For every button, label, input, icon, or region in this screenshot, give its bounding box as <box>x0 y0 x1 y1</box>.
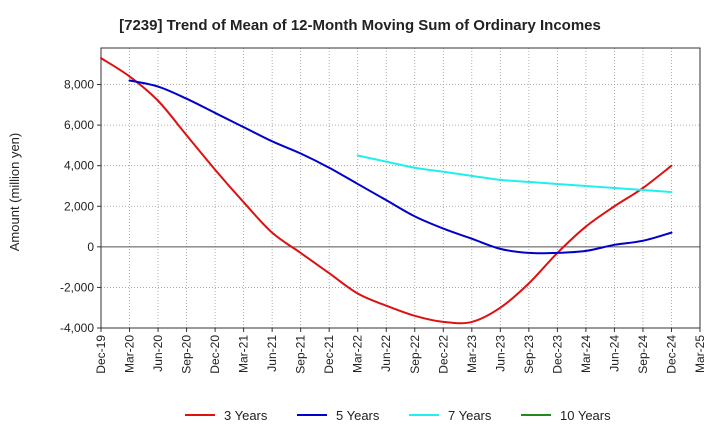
x-tick-label: Jun-23 <box>493 335 507 372</box>
legend-item-7-years: 7 Years <box>409 408 492 423</box>
x-tick-label: Mar-20 <box>123 335 137 373</box>
y-axis-label: Amount (million yen) <box>7 133 22 252</box>
x-tick-label: Sep-22 <box>408 335 422 374</box>
x-tick-label: Mar-21 <box>237 335 251 373</box>
x-axis-ticks: Dec-19 Mar-20 Jun-20 Sep-20 Dec-20 Mar-21 Jun-… <box>94 328 707 374</box>
x-tick-label: Mar-25 <box>693 335 707 373</box>
series-line-7-years <box>356 154 673 194</box>
plot-frame <box>100 47 701 329</box>
x-tick-label: Jun-21 <box>265 335 279 372</box>
y-tick-label: -4,000 <box>60 321 94 335</box>
y-tick-label: 0 <box>87 240 94 254</box>
legend-label: 3 Years <box>224 408 268 423</box>
x-tick-label: Sep-20 <box>180 335 194 374</box>
x-tick-label: Sep-23 <box>522 335 536 374</box>
legend-item-5-years: 5 Years <box>297 408 380 423</box>
x-tick-label: Jun-20 <box>151 335 165 372</box>
y-tick-label: 6,000 <box>64 118 94 132</box>
chart-title: [7239] Trend of Mean of 12-Month Moving … <box>119 17 601 34</box>
x-tick-label: Dec-20 <box>208 335 222 374</box>
x-tick-label: Mar-24 <box>579 335 593 373</box>
x-tick-label: Mar-23 <box>465 335 479 373</box>
legend-item-3-years: 3 Years <box>185 408 268 423</box>
y-tick-label: -2,000 <box>60 280 94 294</box>
x-tick-label: Jun-22 <box>379 335 393 372</box>
x-tick-label: Dec-21 <box>322 335 336 374</box>
legend: 3 Years 5 Years 7 Years 10 Years <box>185 408 611 423</box>
legend-item-10-years: 10 Years <box>521 408 611 423</box>
series-line-3-years <box>100 57 673 325</box>
x-tick-label: Dec-19 <box>94 335 108 374</box>
series-line-5-years <box>128 79 673 255</box>
y-tick-label: 2,000 <box>64 199 94 213</box>
x-tick-label: Jun-24 <box>607 335 621 372</box>
legend-label: 7 Years <box>448 408 492 423</box>
x-tick-label: Sep-21 <box>294 335 308 374</box>
x-tick-label: Sep-24 <box>636 335 650 374</box>
y-tick-label: 4,000 <box>64 159 94 173</box>
series-lines <box>100 57 673 325</box>
plot-area-border <box>100 47 701 329</box>
x-tick-label: Dec-24 <box>664 335 678 374</box>
x-tick-label: Dec-22 <box>436 335 450 374</box>
legend-label: 5 Years <box>336 408 380 423</box>
y-axis-ticks: -4,000 -2,000 0 2,000 4,000 6,000 8,000 <box>60 78 101 335</box>
y-tick-label: 8,000 <box>64 78 94 92</box>
x-tick-label: Dec-23 <box>550 335 564 374</box>
x-tick-label: Mar-22 <box>351 335 365 373</box>
legend-label: 10 Years <box>560 408 611 423</box>
